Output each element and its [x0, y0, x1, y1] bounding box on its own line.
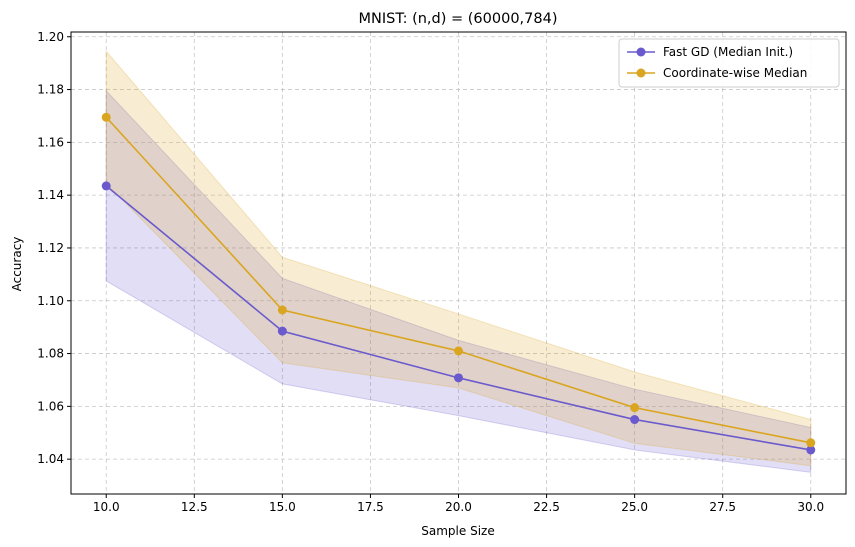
data-point: [277, 305, 287, 315]
confidence-bands: [105, 49, 812, 473]
grid-lines: [71, 32, 846, 494]
confidence-band-1: [105, 49, 812, 467]
x-tick-label: 12.5: [181, 500, 208, 514]
x-tick-label: 17.5: [357, 500, 384, 514]
x-tick-label: 22.5: [533, 500, 560, 514]
legend-label-1: Coordinate-wise Median: [663, 66, 807, 80]
data-point: [630, 415, 640, 425]
y-tick-label: 1.06: [37, 399, 64, 413]
x-axis-ticks: 10.0 12.5 15.0 17.5 20.0 22.5 25.0 27.5 30.0: [93, 494, 824, 514]
x-tick-label: 30.0: [797, 500, 824, 514]
x-tick-label: 20.0: [445, 500, 472, 514]
data-point: [806, 438, 816, 448]
data-point: [101, 112, 111, 122]
y-axis-ticks: 1.04 1.06 1.08 1.10 1.12 1.14 1.16 1.18 1.20: [37, 30, 71, 466]
data-point: [277, 326, 287, 336]
x-tick-label: 15.0: [269, 500, 296, 514]
data-point: [101, 181, 111, 191]
data-point: [806, 445, 816, 455]
legend-label-0: Fast GD (Median Init.): [663, 45, 793, 59]
legend-box: [618, 38, 840, 88]
legend: Fast GD (Median Init.) Coordinate-wise Me…: [618, 38, 840, 88]
y-tick-label: 1.04: [37, 452, 64, 466]
x-tick-label: 25.0: [621, 500, 648, 514]
y-axis-label: Accuracy: [10, 237, 24, 292]
confidence-band-0: [105, 89, 812, 473]
y-tick-label: 1.20: [37, 30, 64, 44]
x-axis-label: Sample Size: [421, 524, 494, 538]
y-tick-label: 1.16: [37, 135, 64, 149]
y-tick-label: 1.08: [37, 347, 64, 361]
y-tick-label: 1.10: [37, 294, 64, 308]
x-tick-label: 27.5: [709, 500, 736, 514]
data-point: [630, 403, 640, 413]
series-points: [101, 112, 816, 455]
y-tick-label: 1.14: [37, 188, 64, 202]
y-tick-label: 1.12: [37, 241, 64, 255]
legend-marker-1: [636, 68, 646, 78]
chart-title: MNIST: (n,d) = (60000,784): [358, 11, 557, 27]
y-tick-label: 1.18: [37, 83, 64, 97]
data-point: [454, 373, 463, 383]
legend-marker-0: [636, 47, 646, 57]
x-tick-label: 10.0: [93, 500, 120, 514]
data-point: [454, 346, 463, 356]
